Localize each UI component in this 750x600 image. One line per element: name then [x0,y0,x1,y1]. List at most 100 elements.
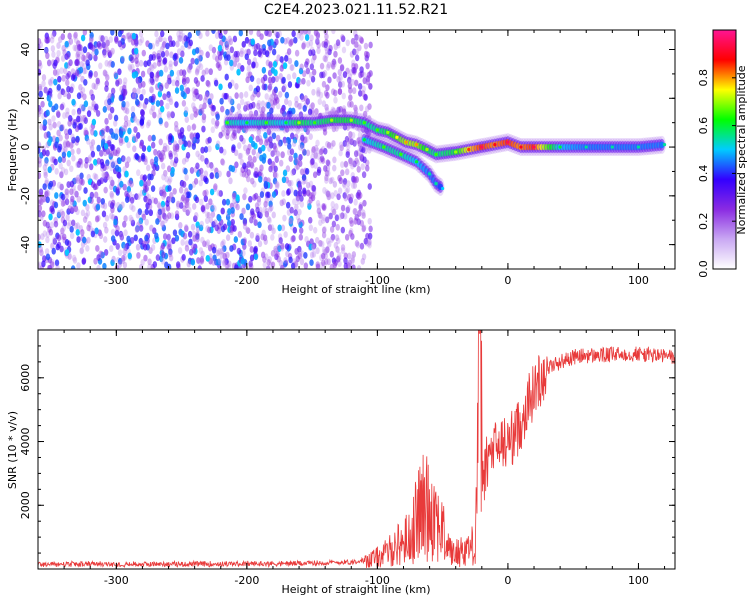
noise-speck [50,32,56,40]
noise-speck [204,211,210,219]
noise-speck [168,60,173,68]
noise-speck [231,192,237,200]
noise-speck [90,128,95,136]
noise-speck [72,44,77,52]
noise-speck [325,159,331,167]
noise-speck [158,117,163,125]
noise-speck [147,134,153,142]
noise-speck [122,253,128,261]
noise-speck [289,64,294,71]
noise-speck [155,39,160,47]
noise-speck [90,150,96,158]
noise-speck [306,79,311,87]
noise-speck [195,132,200,140]
noise-speck [171,40,176,48]
noise-speck [133,135,139,143]
noise-speck [349,137,354,145]
noise-speck [285,136,291,144]
noise-speck [130,56,135,64]
lower-branch-point [414,160,419,164]
noise-speck [215,143,220,151]
noise-speck [68,38,74,45]
noise-speck [189,113,195,121]
noise-speck [71,108,76,116]
noise-speck [161,206,166,214]
noise-speck [71,136,76,144]
noise-speck [44,156,49,164]
noise-speck [291,140,297,147]
noise-speck [146,59,152,67]
noise-speck [243,187,248,195]
noise-speck [208,68,213,76]
noise-speck [279,199,284,207]
noise-speck [79,103,84,111]
noise-speck [107,98,112,106]
noise-speck [221,125,226,133]
noise-speck [297,189,303,197]
noise-speck [309,63,315,71]
noise-speck [205,217,210,225]
noise-speck [56,129,61,137]
noise-speck [46,59,52,67]
noise-speck [334,214,340,222]
noise-speck [313,226,318,234]
noise-speck [368,225,373,233]
noise-speck [226,170,231,178]
noise-speck [158,86,163,93]
spectrogram-frame [37,29,676,270]
noise-speck [352,182,358,189]
noise-speck [333,50,338,58]
noise-speck [193,177,199,185]
noise-speck [82,199,87,207]
noise-speck [229,46,235,54]
noise-speck [178,186,184,194]
noise-speck [104,214,110,222]
noise-speck [248,30,254,36]
noise-speck [42,230,47,238]
noise-speck [342,192,347,199]
noise-speck [294,203,299,211]
noise-speck [123,106,128,114]
noise-speck [253,245,258,253]
noise-speck [269,99,275,107]
noise-speck [94,227,99,235]
noise-speck [56,84,61,91]
noise-speck [93,191,99,199]
noise-speck [192,94,197,102]
noise-speck [201,116,206,124]
noise-speck [297,78,303,86]
noise-speck [323,165,328,172]
noise-speck [75,228,80,236]
noise-speck [298,143,303,151]
noise-speck [327,76,332,84]
noise-speck [40,195,46,203]
trace-point [454,150,458,154]
trace-point [414,143,419,147]
noise-speck [96,144,101,152]
noise-speck [147,198,152,206]
noise-speck [70,148,75,156]
noise-speck [142,174,148,182]
noise-speck [301,148,307,156]
noise-speck [310,148,316,155]
noise-speck [114,229,120,237]
noise-speck [161,224,167,232]
noise-speck [352,176,357,184]
noise-speck [278,259,284,267]
noise-speck [60,55,66,62]
noise-speck [62,67,68,75]
noise-speck [72,121,77,129]
noise-speck [338,213,343,220]
noise-speck [139,189,145,197]
noise-speck [355,241,361,249]
noise-speck [240,257,245,265]
noise-speck [99,149,104,157]
noise-speck [67,128,73,136]
y-tick-label: 4000 [19,428,32,456]
noise-speck [75,69,80,77]
noise-speck [184,240,189,248]
noise-speck [137,219,142,227]
noise-speck [257,240,263,248]
noise-speck [330,176,335,184]
noise-speck [149,108,154,116]
